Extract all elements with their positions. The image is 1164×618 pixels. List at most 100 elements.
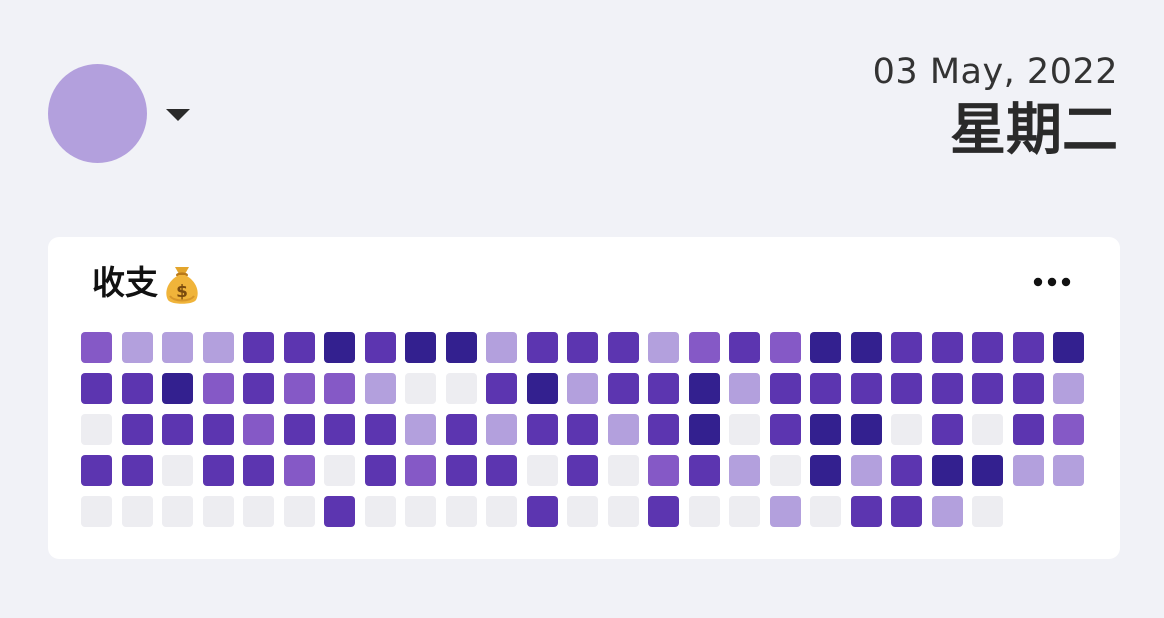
heatmap-cell[interactable] — [769, 332, 801, 363]
heatmap-cell[interactable] — [810, 496, 841, 527]
heatmap-cell[interactable] — [1053, 455, 1084, 486]
heatmap-cell[interactable] — [283, 414, 315, 445]
heatmap-cell[interactable] — [648, 373, 679, 404]
heatmap-cell[interactable] — [972, 373, 1003, 404]
heatmap-cell[interactable] — [769, 414, 801, 445]
heatmap-cell[interactable] — [931, 414, 963, 445]
heatmap-cell[interactable] — [567, 496, 598, 527]
heatmap-cell[interactable] — [810, 332, 841, 363]
heatmap-cell[interactable] — [526, 455, 558, 486]
heatmap-cell[interactable] — [567, 373, 598, 404]
heatmap-cell[interactable] — [648, 332, 679, 363]
heatmap-cell[interactable] — [324, 455, 355, 486]
heatmap-cell[interactable] — [121, 414, 153, 445]
heatmap-cell[interactable] — [1012, 455, 1044, 486]
heatmap-cell[interactable] — [121, 332, 153, 363]
heatmap-cell[interactable] — [1053, 373, 1084, 404]
heatmap-cell[interactable] — [445, 496, 477, 527]
heatmap-cell[interactable] — [445, 332, 477, 363]
heatmap-cell[interactable] — [931, 373, 963, 404]
heatmap-cell[interactable] — [729, 373, 760, 404]
heatmap-cell[interactable] — [607, 332, 639, 363]
heatmap-cell[interactable] — [567, 414, 598, 445]
heatmap-cell[interactable] — [607, 455, 639, 486]
heatmap-cell[interactable] — [729, 496, 760, 527]
heatmap-cell[interactable] — [283, 373, 315, 404]
heatmap-cell[interactable] — [972, 414, 1003, 445]
heatmap-cell[interactable] — [162, 332, 193, 363]
heatmap-cell[interactable] — [688, 455, 720, 486]
heatmap-cell[interactable] — [486, 373, 517, 404]
heatmap-cell[interactable] — [688, 332, 720, 363]
heatmap-cell[interactable] — [324, 373, 355, 404]
heatmap-cell[interactable] — [1012, 373, 1044, 404]
heatmap-cell[interactable] — [364, 496, 396, 527]
avatar[interactable] — [48, 64, 147, 163]
heatmap-cell[interactable] — [121, 373, 153, 404]
heatmap-cell[interactable] — [688, 373, 720, 404]
heatmap-cell[interactable] — [648, 414, 679, 445]
heatmap-cell[interactable] — [891, 373, 922, 404]
heatmap-cell[interactable] — [202, 496, 234, 527]
heatmap-cell[interactable] — [405, 496, 436, 527]
heatmap-cell[interactable] — [121, 496, 153, 527]
heatmap-cell[interactable] — [972, 455, 1003, 486]
heatmap-cell[interactable] — [81, 414, 112, 445]
heatmap-cell[interactable] — [810, 373, 841, 404]
heatmap-cell[interactable] — [405, 414, 436, 445]
heatmap-cell[interactable] — [405, 373, 436, 404]
heatmap-cell[interactable] — [283, 332, 315, 363]
heatmap-cell[interactable] — [526, 414, 558, 445]
heatmap-cell[interactable] — [891, 414, 922, 445]
heatmap-cell[interactable] — [405, 455, 436, 486]
heatmap-cell[interactable] — [810, 414, 841, 445]
heatmap-cell[interactable] — [931, 332, 963, 363]
heatmap-cell[interactable] — [769, 373, 801, 404]
heatmap-cell[interactable] — [486, 496, 517, 527]
heatmap-cell[interactable] — [486, 414, 517, 445]
account-dropdown[interactable] — [163, 104, 193, 128]
heatmap-cell[interactable] — [972, 496, 1003, 527]
heatmap-cell[interactable] — [405, 332, 436, 363]
heatmap-cell[interactable] — [850, 373, 882, 404]
heatmap-cell[interactable] — [567, 332, 598, 363]
heatmap-cell[interactable] — [202, 414, 234, 445]
heatmap-cell[interactable] — [243, 455, 274, 486]
heatmap-cell[interactable] — [769, 496, 801, 527]
more-options-button[interactable] — [1028, 267, 1076, 297]
heatmap-cell[interactable] — [607, 496, 639, 527]
heatmap-cell[interactable] — [850, 414, 882, 445]
heatmap-cell[interactable] — [607, 414, 639, 445]
heatmap-cell[interactable] — [1012, 332, 1044, 363]
heatmap-cell[interactable] — [1053, 332, 1084, 363]
heatmap-cell[interactable] — [688, 414, 720, 445]
heatmap-cell[interactable] — [324, 332, 355, 363]
heatmap-cell[interactable] — [243, 332, 274, 363]
heatmap-cell[interactable] — [81, 373, 112, 404]
heatmap-cell[interactable] — [972, 332, 1003, 363]
heatmap-cell[interactable] — [445, 414, 477, 445]
heatmap-cell[interactable] — [850, 455, 882, 486]
heatmap-cell[interactable] — [364, 373, 396, 404]
heatmap-cell[interactable] — [526, 332, 558, 363]
heatmap-cell[interactable] — [891, 496, 922, 527]
heatmap-cell[interactable] — [1012, 414, 1044, 445]
heatmap-cell[interactable] — [121, 455, 153, 486]
heatmap-cell[interactable] — [445, 455, 477, 486]
heatmap-cell[interactable] — [445, 373, 477, 404]
heatmap-cell[interactable] — [243, 496, 274, 527]
heatmap-cell[interactable] — [729, 332, 760, 363]
heatmap-cell[interactable] — [283, 455, 315, 486]
heatmap-cell[interactable] — [729, 414, 760, 445]
heatmap-cell[interactable] — [81, 496, 112, 527]
heatmap-cell[interactable] — [81, 332, 112, 363]
heatmap-cell[interactable] — [607, 373, 639, 404]
heatmap-cell[interactable] — [769, 455, 801, 486]
heatmap-cell[interactable] — [364, 332, 396, 363]
heatmap-cell[interactable] — [162, 496, 193, 527]
heatmap-cell[interactable] — [1053, 414, 1084, 445]
heatmap-cell[interactable] — [850, 332, 882, 363]
heatmap-cell[interactable] — [648, 455, 679, 486]
heatmap-cell[interactable] — [648, 496, 679, 527]
heatmap-cell[interactable] — [729, 455, 760, 486]
